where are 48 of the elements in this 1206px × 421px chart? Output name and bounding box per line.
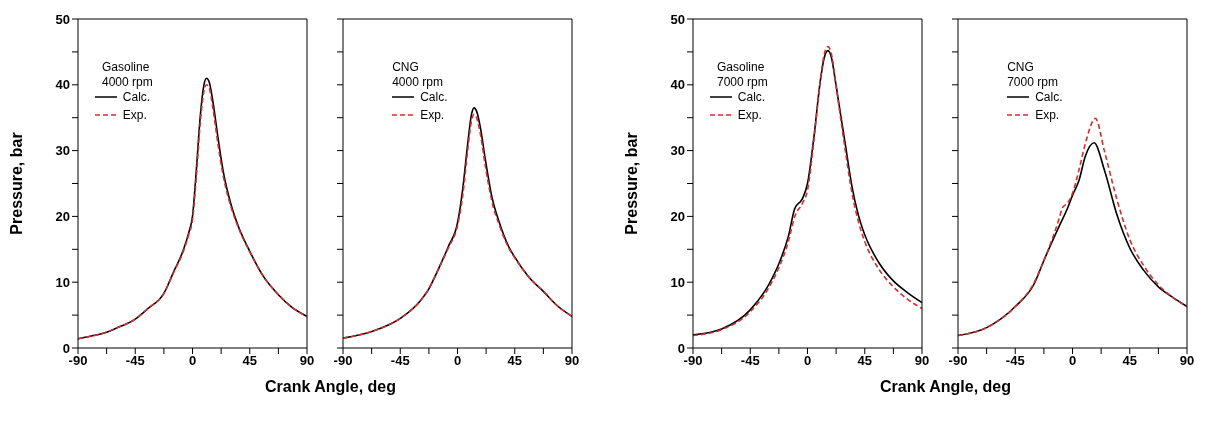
- legend-label: Calc.: [1035, 89, 1063, 106]
- x-axis-title: Crank Angle, deg: [264, 378, 397, 396]
- x-tick-label: -45: [1005, 353, 1025, 369]
- x-tick-label: 0: [188, 353, 197, 369]
- legend-label: Calc.: [122, 89, 151, 106]
- y-tick-label: 0: [62, 340, 70, 356]
- x-tick-label: -90: [948, 353, 968, 369]
- x-tick-label: -45: [740, 353, 760, 369]
- y-tick-label: 0: [677, 340, 685, 356]
- legend-label: Exp.: [737, 107, 762, 124]
- x-tick-label: 0: [453, 353, 462, 369]
- y-tick-label: 20: [670, 209, 685, 225]
- y-tick-label: 10: [55, 274, 70, 290]
- y-axis-title: Pressure, bar: [7, 132, 25, 235]
- x-tick-label: 45: [507, 353, 522, 369]
- legend-label: Exp.: [420, 107, 445, 124]
- x-tick-label: -45: [390, 353, 410, 369]
- legend-label: Calc.: [737, 89, 766, 106]
- x-tick-label: 90: [1179, 353, 1195, 369]
- y-tick-label: 50: [55, 11, 70, 27]
- legend-label: Exp.: [1035, 107, 1060, 124]
- y-tick-label: 20: [55, 209, 70, 225]
- y-tick-label: 40: [55, 77, 70, 93]
- annotation: CNG 4000 rpm: [392, 60, 443, 90]
- y-tick-label: 30: [55, 143, 70, 159]
- x-tick-label: 90: [914, 353, 930, 369]
- y-tick-label: 30: [670, 143, 685, 159]
- x-tick-label: -90: [333, 353, 353, 369]
- annotation: Gasoline 7000 rpm: [717, 60, 768, 90]
- x-tick-label: 45: [1122, 353, 1137, 369]
- x-tick-label: 0: [1068, 353, 1077, 369]
- y-tick-label: 40: [670, 77, 685, 93]
- x-tick-label: 0: [803, 353, 812, 369]
- x-tick-label: 45: [242, 353, 257, 369]
- legend-label: Exp.: [122, 107, 147, 124]
- y-tick-label: 10: [670, 274, 685, 290]
- x-tick-label: -45: [125, 353, 145, 369]
- x-tick-label: 90: [564, 353, 580, 369]
- x-tick-label: -90: [68, 353, 88, 369]
- y-tick-label: 50: [670, 11, 685, 27]
- legend-label: Calc.: [420, 89, 448, 106]
- y-axis-title: Pressure, bar: [622, 132, 640, 235]
- x-tick-label: 90: [299, 353, 315, 369]
- annotation: CNG 7000 rpm: [1007, 60, 1058, 90]
- annotation: Gasoline 4000 rpm: [102, 60, 153, 90]
- x-axis-title: Crank Angle, deg: [879, 378, 1012, 396]
- x-tick-label: 45: [857, 353, 872, 369]
- x-tick-label: -90: [683, 353, 703, 369]
